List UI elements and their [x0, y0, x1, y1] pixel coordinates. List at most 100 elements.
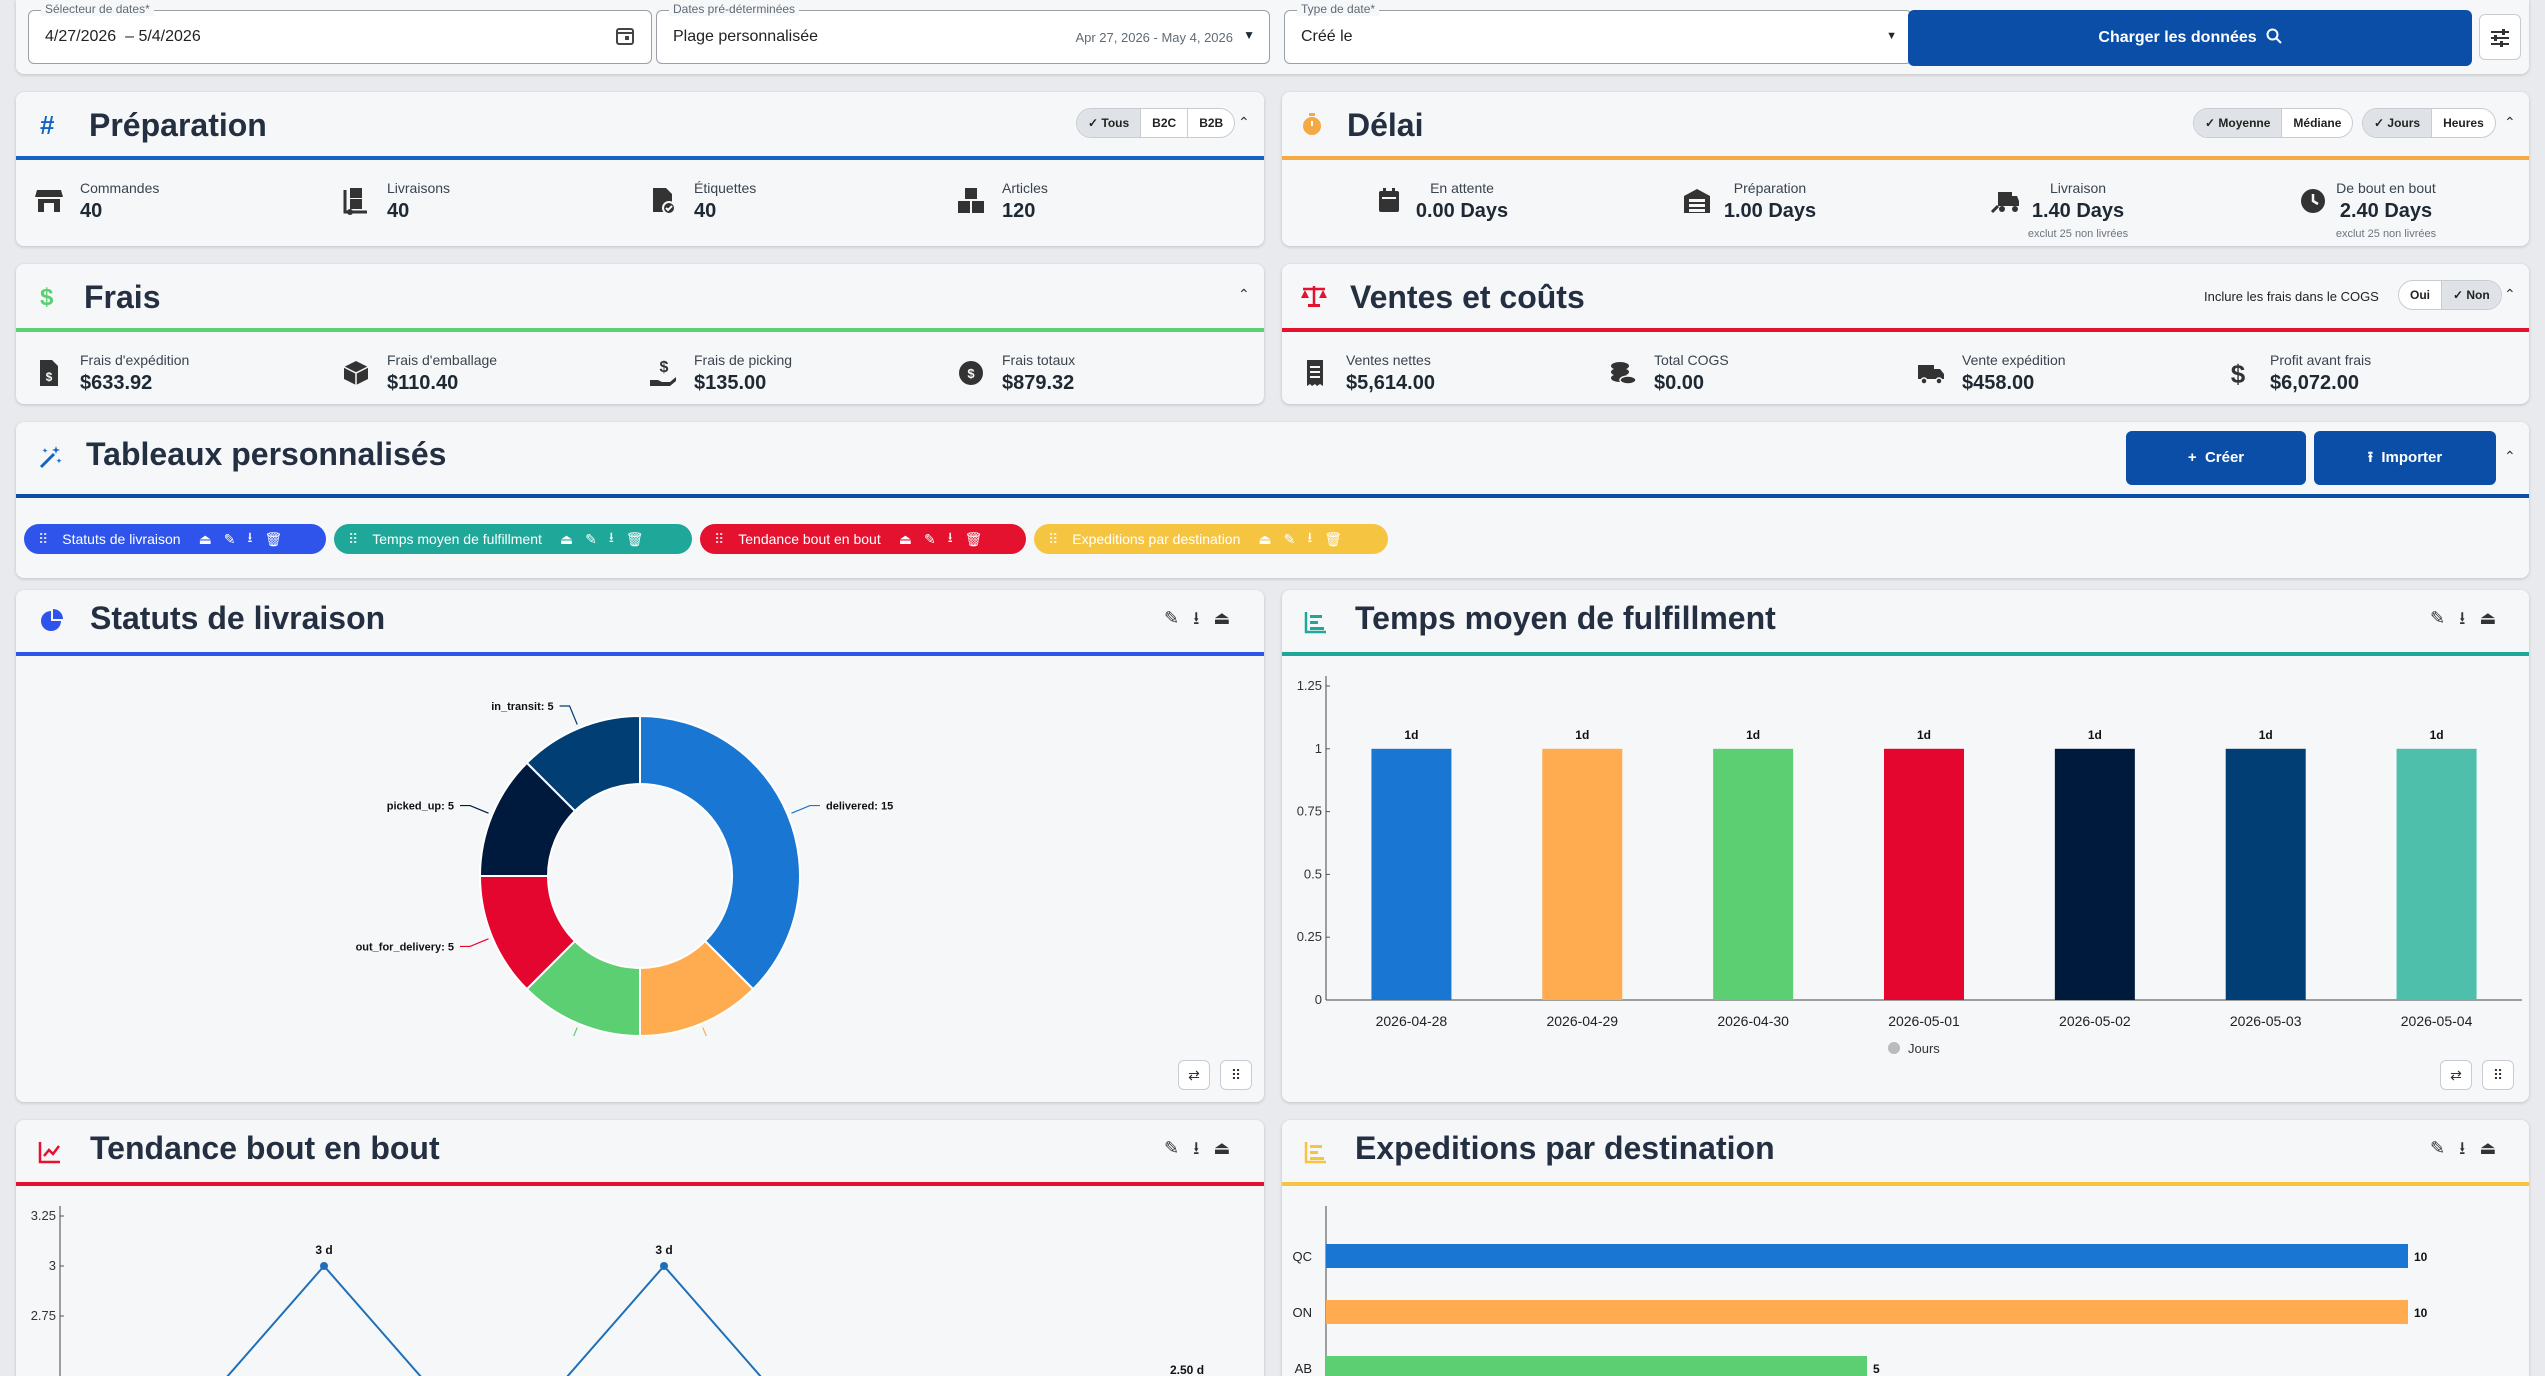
drag-handle-icon[interactable]: ⠿ [348, 530, 359, 547]
trend-point [660, 1262, 668, 1270]
y-tick-label: 1 [1315, 741, 1322, 756]
kpi-label: Commandes [80, 180, 160, 196]
kpi-value: $879.32 [1002, 372, 1075, 394]
y-tick-label: 0.75 [1297, 804, 1322, 819]
svg-text:$: $ [967, 366, 975, 381]
chevron-up-icon[interactable]: ⌃ [2504, 286, 2516, 302]
drag-grid-button[interactable]: ⠿ [2482, 1060, 2514, 1090]
preset-value: Plage personnalisée [673, 28, 818, 45]
y-tick-label: ON [1293, 1305, 1313, 1320]
edit-icon[interactable]: ✎ [585, 530, 597, 547]
kpi-value: $0.00 [1654, 372, 1705, 394]
drag-handle-icon[interactable]: ⠿ [714, 530, 725, 547]
toggle-moyenne[interactable]: ✓ Moyenne [2194, 109, 2283, 137]
toggle-b2b[interactable]: B2B [1199, 116, 1224, 130]
toggle-jours[interactable]: ✓ Jours [2363, 109, 2433, 137]
chevron-up-icon[interactable]: ⌃ [1238, 114, 1250, 130]
board-pill-statuts[interactable]: ⠿ Statuts de livraison ⏏ ✎ ⭳ 🗑 [24, 524, 326, 554]
drag-grid-button[interactable]: ⠿ [1220, 1060, 1252, 1090]
kpi-value: 0.00 Days [1415, 200, 1509, 222]
date-range-picker[interactable]: Sélecteur de dates* 4/27/2026 – 5/4/2026 [28, 2, 652, 64]
trash-icon[interactable]: 🗑 [264, 530, 283, 547]
trash-icon[interactable]: 🗑 [1324, 530, 1343, 547]
eject-icon[interactable]: ⏏ [198, 530, 212, 547]
edit-icon[interactable]: ✎ [1283, 530, 1296, 547]
eject-icon[interactable]: ⏏ [2479, 1138, 2511, 1158]
dollar-icon: $ [40, 284, 54, 311]
tendance-line-chart: 2.75 3 3.25 3 d 3 d 2.50 d [31, 1206, 1204, 1376]
chart-actions: ✎⭳⏏ [1164, 1136, 1244, 1166]
preset-dates-select[interactable]: Dates pré-déterminées Plage personnalisé… [656, 2, 1270, 64]
kpi-value: 120 [1002, 200, 1036, 222]
toggle-oui[interactable]: Oui [2399, 281, 2442, 309]
edit-icon[interactable]: ✎ [223, 530, 236, 547]
include-fees-label: Inclure les frais dans le COGS [2204, 289, 2379, 304]
filter-settings-button[interactable] [2479, 14, 2521, 60]
trash-icon[interactable]: 🗑 [964, 530, 983, 547]
load-data-button[interactable]: Charger les données [1908, 10, 2472, 66]
board-pill-tendance[interactable]: ⠿ Tendance bout en bout ⏏ ✎ ⭳ 🗑 [700, 524, 1026, 554]
import-button[interactable]: ⭱ Importer [2314, 431, 2496, 485]
chevron-up-icon[interactable]: ⌃ [2504, 114, 2516, 130]
eject-icon[interactable]: ⏏ [2479, 608, 2511, 628]
edit-icon[interactable]: ✎ [1164, 1138, 1194, 1158]
tendance-title: Tendance bout en bout [90, 1130, 440, 1166]
channel-toggle[interactable]: ✓ Tous B2C B2B [1076, 108, 1236, 138]
eject-icon[interactable]: ⏏ [898, 530, 912, 547]
download-icon[interactable]: ⭳ [1193, 1138, 1214, 1158]
kpi-label: Ventes nettes [1346, 352, 1431, 368]
toggle-heures[interactable]: Heures [2443, 116, 2484, 130]
bar [1326, 1300, 2408, 1324]
legend-label: Jours [1908, 1041, 1940, 1056]
eject-icon[interactable]: ⏏ [1213, 608, 1245, 628]
eject-icon[interactable]: ⏏ [559, 530, 574, 547]
board-pill-fulfillment[interactable]: ⠿ Temps moyen de fulfillment ⏏ ✎ ⭳ 🗑 [334, 524, 692, 554]
hand-dollar-icon: $ [650, 359, 676, 386]
toggle-mediane[interactable]: Médiane [2293, 116, 2342, 130]
slice-label: out_for_delivery: 5 [356, 941, 454, 953]
y-tick-label: 3 [49, 1258, 56, 1273]
point-label: 2.50 d [1170, 1363, 1204, 1376]
swap-button[interactable]: ⇄ [1178, 1060, 1210, 1090]
edit-icon[interactable]: ✎ [2430, 1138, 2460, 1158]
drag-handle-icon[interactable]: ⠿ [1048, 530, 1059, 547]
slice-leader-line [573, 1027, 578, 1036]
toggle-tous[interactable]: ✓ Tous [1077, 109, 1142, 137]
drag-handle-icon[interactable]: ⠿ [38, 530, 49, 547]
create-button[interactable]: + Créer [2126, 431, 2306, 485]
download-icon[interactable]: ⭳ [947, 529, 953, 545]
kpi-label: Livraison [2049, 180, 2107, 196]
kpi-label: Étiquettes [694, 180, 757, 196]
calendar-icon[interactable] [615, 26, 635, 46]
include-fees-toggle[interactable]: Oui ✓ Non [2398, 280, 2502, 310]
toggle-non[interactable]: ✓ Non [2442, 281, 2501, 309]
trash-icon[interactable]: 🗑 [625, 530, 644, 547]
bar [1326, 1244, 2408, 1268]
download-icon[interactable]: ⭳ [608, 529, 614, 545]
chevron-up-icon[interactable]: ⌃ [2504, 448, 2516, 464]
statuts-accent [16, 652, 1264, 656]
download-icon[interactable]: ⭳ [2459, 1138, 2480, 1158]
slice-leader-line [702, 1027, 707, 1036]
stat-toggle[interactable]: ✓ Moyenne Médiane [2193, 108, 2354, 138]
edit-icon[interactable]: ✎ [923, 530, 936, 547]
bar-data-label: 1d [2430, 728, 2444, 742]
download-icon[interactable]: ⭳ [247, 529, 253, 545]
chevron-up-icon[interactable]: ⌃ [1238, 286, 1250, 302]
toggle-b2c[interactable]: B2C [1141, 109, 1189, 137]
edit-icon[interactable]: ✎ [2430, 608, 2460, 628]
download-icon[interactable]: ⭳ [1193, 608, 1214, 628]
eject-icon[interactable]: ⏏ [1213, 1138, 1245, 1158]
download-icon[interactable]: ⭳ [1307, 529, 1313, 545]
x-tick-label: 2026-05-01 [1888, 1013, 1960, 1029]
eject-icon[interactable]: ⏏ [1258, 530, 1272, 547]
kpi-label: Livraisons [387, 180, 451, 196]
unit-toggle[interactable]: ✓ Jours Heures [2362, 108, 2496, 138]
box-icon [343, 361, 369, 385]
date-type-select[interactable]: Type de date* Créé le ▼ [1284, 2, 1912, 64]
edit-icon[interactable]: ✎ [1164, 608, 1194, 628]
swap-button[interactable]: ⇄ [2440, 1060, 2472, 1090]
receipt-icon [1307, 360, 1323, 386]
board-pill-expeditions[interactable]: ⠿ Expeditions par destination ⏏ ✎ ⭳ 🗑 [1034, 524, 1388, 554]
download-icon[interactable]: ⭳ [2459, 608, 2480, 628]
